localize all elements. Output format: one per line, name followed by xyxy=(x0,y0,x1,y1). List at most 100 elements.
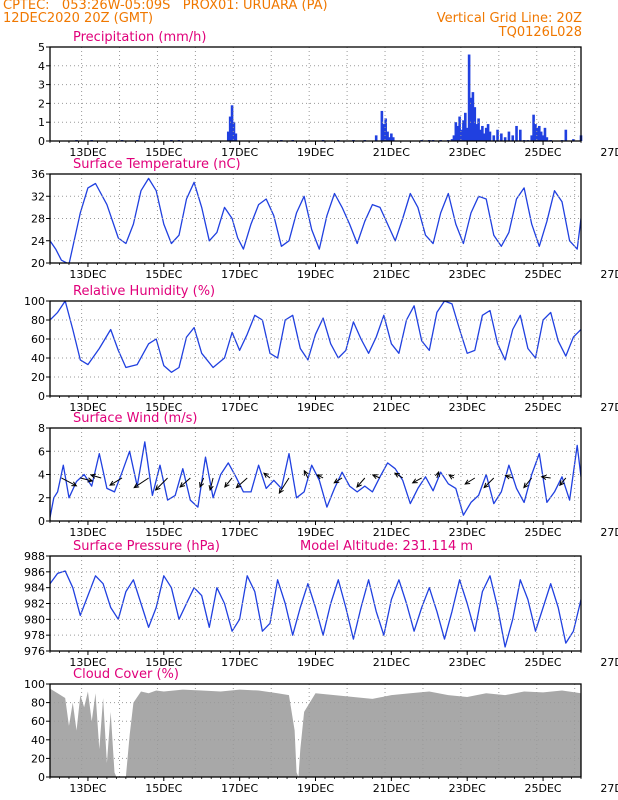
precip-bar xyxy=(488,131,492,141)
pressure-ytick-label: 982 xyxy=(24,598,45,611)
wind-arrow-head xyxy=(333,478,340,484)
temp-title: Surface Temperature (nC) xyxy=(73,157,241,172)
header-date: 12DEC2020 20Z (GMT) xyxy=(3,11,154,26)
precip-bar xyxy=(475,124,478,141)
wind-arrow xyxy=(464,477,476,485)
pressure-line xyxy=(50,570,581,648)
cloud-cover-area xyxy=(50,688,581,777)
precip-bar xyxy=(465,127,469,141)
precip-bar xyxy=(500,133,503,141)
precip-bar xyxy=(388,137,391,141)
precip-bar xyxy=(452,135,456,141)
rh-panel: Relative Humidity (%) 0 20 40 60 80 100 13DEC 15… xyxy=(24,284,618,414)
precip-xtick-label: 17DEC xyxy=(221,146,258,159)
pressure-xtick-label: 23DEC xyxy=(449,656,486,669)
precip-bar xyxy=(541,135,545,141)
precip-frame xyxy=(49,46,582,142)
header-grid-note: Vertical Grid Line: 20Z xyxy=(436,11,582,26)
cloud-ytick-label: 100 xyxy=(24,678,45,691)
precip-bar xyxy=(484,127,488,141)
pressure-xtick-label: 27DEC xyxy=(600,656,618,669)
precip-bar xyxy=(537,125,541,141)
precip-bar xyxy=(391,137,395,141)
precip-bar xyxy=(539,131,543,141)
wind-arrow-head xyxy=(393,472,400,478)
wind-arrow xyxy=(278,477,290,494)
precip-bar xyxy=(380,110,384,141)
wind-title: Surface Wind (m/s) xyxy=(73,411,197,426)
precip-bar xyxy=(564,129,568,141)
temp-xtick-label: 21DEC xyxy=(373,268,410,281)
precip-bar xyxy=(384,118,387,141)
precip-bar xyxy=(496,129,499,141)
precip-bar xyxy=(507,131,511,141)
rh-ytick-label: 40 xyxy=(31,352,45,365)
precip-bar xyxy=(458,116,461,141)
wind-ytick-label: 4 xyxy=(38,469,45,482)
pressure-xtick-label: 25DEC xyxy=(525,656,562,669)
precip-ytick-label: 0 xyxy=(38,135,45,148)
wind-arrow xyxy=(179,477,191,488)
wind-arrow-head xyxy=(199,481,205,489)
temp-panel: Surface Temperature (nC) 20 24 28 32 36 13DEC 1… xyxy=(31,157,618,281)
wind-arrow-head xyxy=(434,470,440,478)
wind-arrow xyxy=(209,477,214,491)
wind-xtick-label: 21DEC xyxy=(373,526,410,539)
temp-line xyxy=(50,177,581,263)
precip-bar xyxy=(482,133,486,141)
precip-bar xyxy=(471,92,475,141)
wind-arrow xyxy=(412,477,422,484)
rh-xtick-label: 21DEC xyxy=(373,401,410,414)
temp-ytick-label: 36 xyxy=(31,168,45,181)
temp-ytick-label: 28 xyxy=(31,213,45,226)
wind-xtick-label: 25DEC xyxy=(525,526,562,539)
temp-xtick-label: 23DEC xyxy=(449,268,486,281)
rh-ytick-label: 80 xyxy=(31,314,45,327)
precip-panel: Precipitation (mm/h) 0 1 2 3 4 5 13DEC 15DEC 17DE… xyxy=(38,30,618,159)
precip-bar xyxy=(534,124,537,141)
wind-arrow xyxy=(155,477,168,491)
cloud-xtick-label: 23DEC xyxy=(449,782,486,795)
wind-xtick-label: 17DEC xyxy=(221,526,258,539)
temp-ytick-label: 32 xyxy=(31,190,45,203)
temp-xtick-label: 19DEC xyxy=(297,268,334,281)
pressure-ytick-label: 986 xyxy=(24,566,45,579)
pressure-ytick-label: 976 xyxy=(24,645,45,658)
wind-arrow-head xyxy=(154,485,161,491)
pressure-xtick-label: 15DEC xyxy=(145,656,182,669)
precip-bar xyxy=(230,105,234,141)
temp-xtick-label: 15DEC xyxy=(145,268,182,281)
wind-arrow xyxy=(505,475,513,479)
rh-xtick-label: 23DEC xyxy=(449,401,486,414)
precip-bar xyxy=(481,125,484,141)
wind-arrow-head xyxy=(316,474,323,480)
wind-arrow xyxy=(61,477,77,487)
wind-arrow-head xyxy=(71,481,78,487)
cloud-xtick-label: 17DEC xyxy=(221,782,258,795)
wind-arrows xyxy=(61,469,567,494)
wind-arrow xyxy=(133,477,149,489)
pressure-xtick-label: 19DEC xyxy=(297,656,334,669)
wind-arrow xyxy=(199,477,205,488)
precip-bar xyxy=(454,122,458,141)
pressure-frame xyxy=(49,555,582,652)
precip-xtick-label: 21DEC xyxy=(373,146,410,159)
wind-arrow xyxy=(356,477,366,488)
precip-bar xyxy=(232,122,236,141)
pressure-ytick-label: 978 xyxy=(24,629,45,642)
wind-arrow-head xyxy=(540,474,547,480)
precip-bar xyxy=(543,127,547,141)
precip-ytick-label: 2 xyxy=(38,97,45,110)
precip-xtick-label: 15DEC xyxy=(145,146,182,159)
cloud-title: Cloud Cover (%) xyxy=(73,667,179,682)
temp-xtick-label: 13DEC xyxy=(69,268,106,281)
precip-xtick-label: 23DEC xyxy=(449,146,486,159)
wind-arrow xyxy=(236,477,248,488)
precip-ytick-label: 4 xyxy=(38,60,45,73)
wind-frame xyxy=(49,427,582,522)
pressure-annotation: Model Altitude: 231.114 m xyxy=(300,539,473,554)
pressure-xtick-label: 21DEC xyxy=(373,656,410,669)
cloud-xtick-label: 21DEC xyxy=(373,782,410,795)
wind-arrow xyxy=(263,472,271,479)
precip-xtick-label: 27DEC xyxy=(600,146,618,159)
